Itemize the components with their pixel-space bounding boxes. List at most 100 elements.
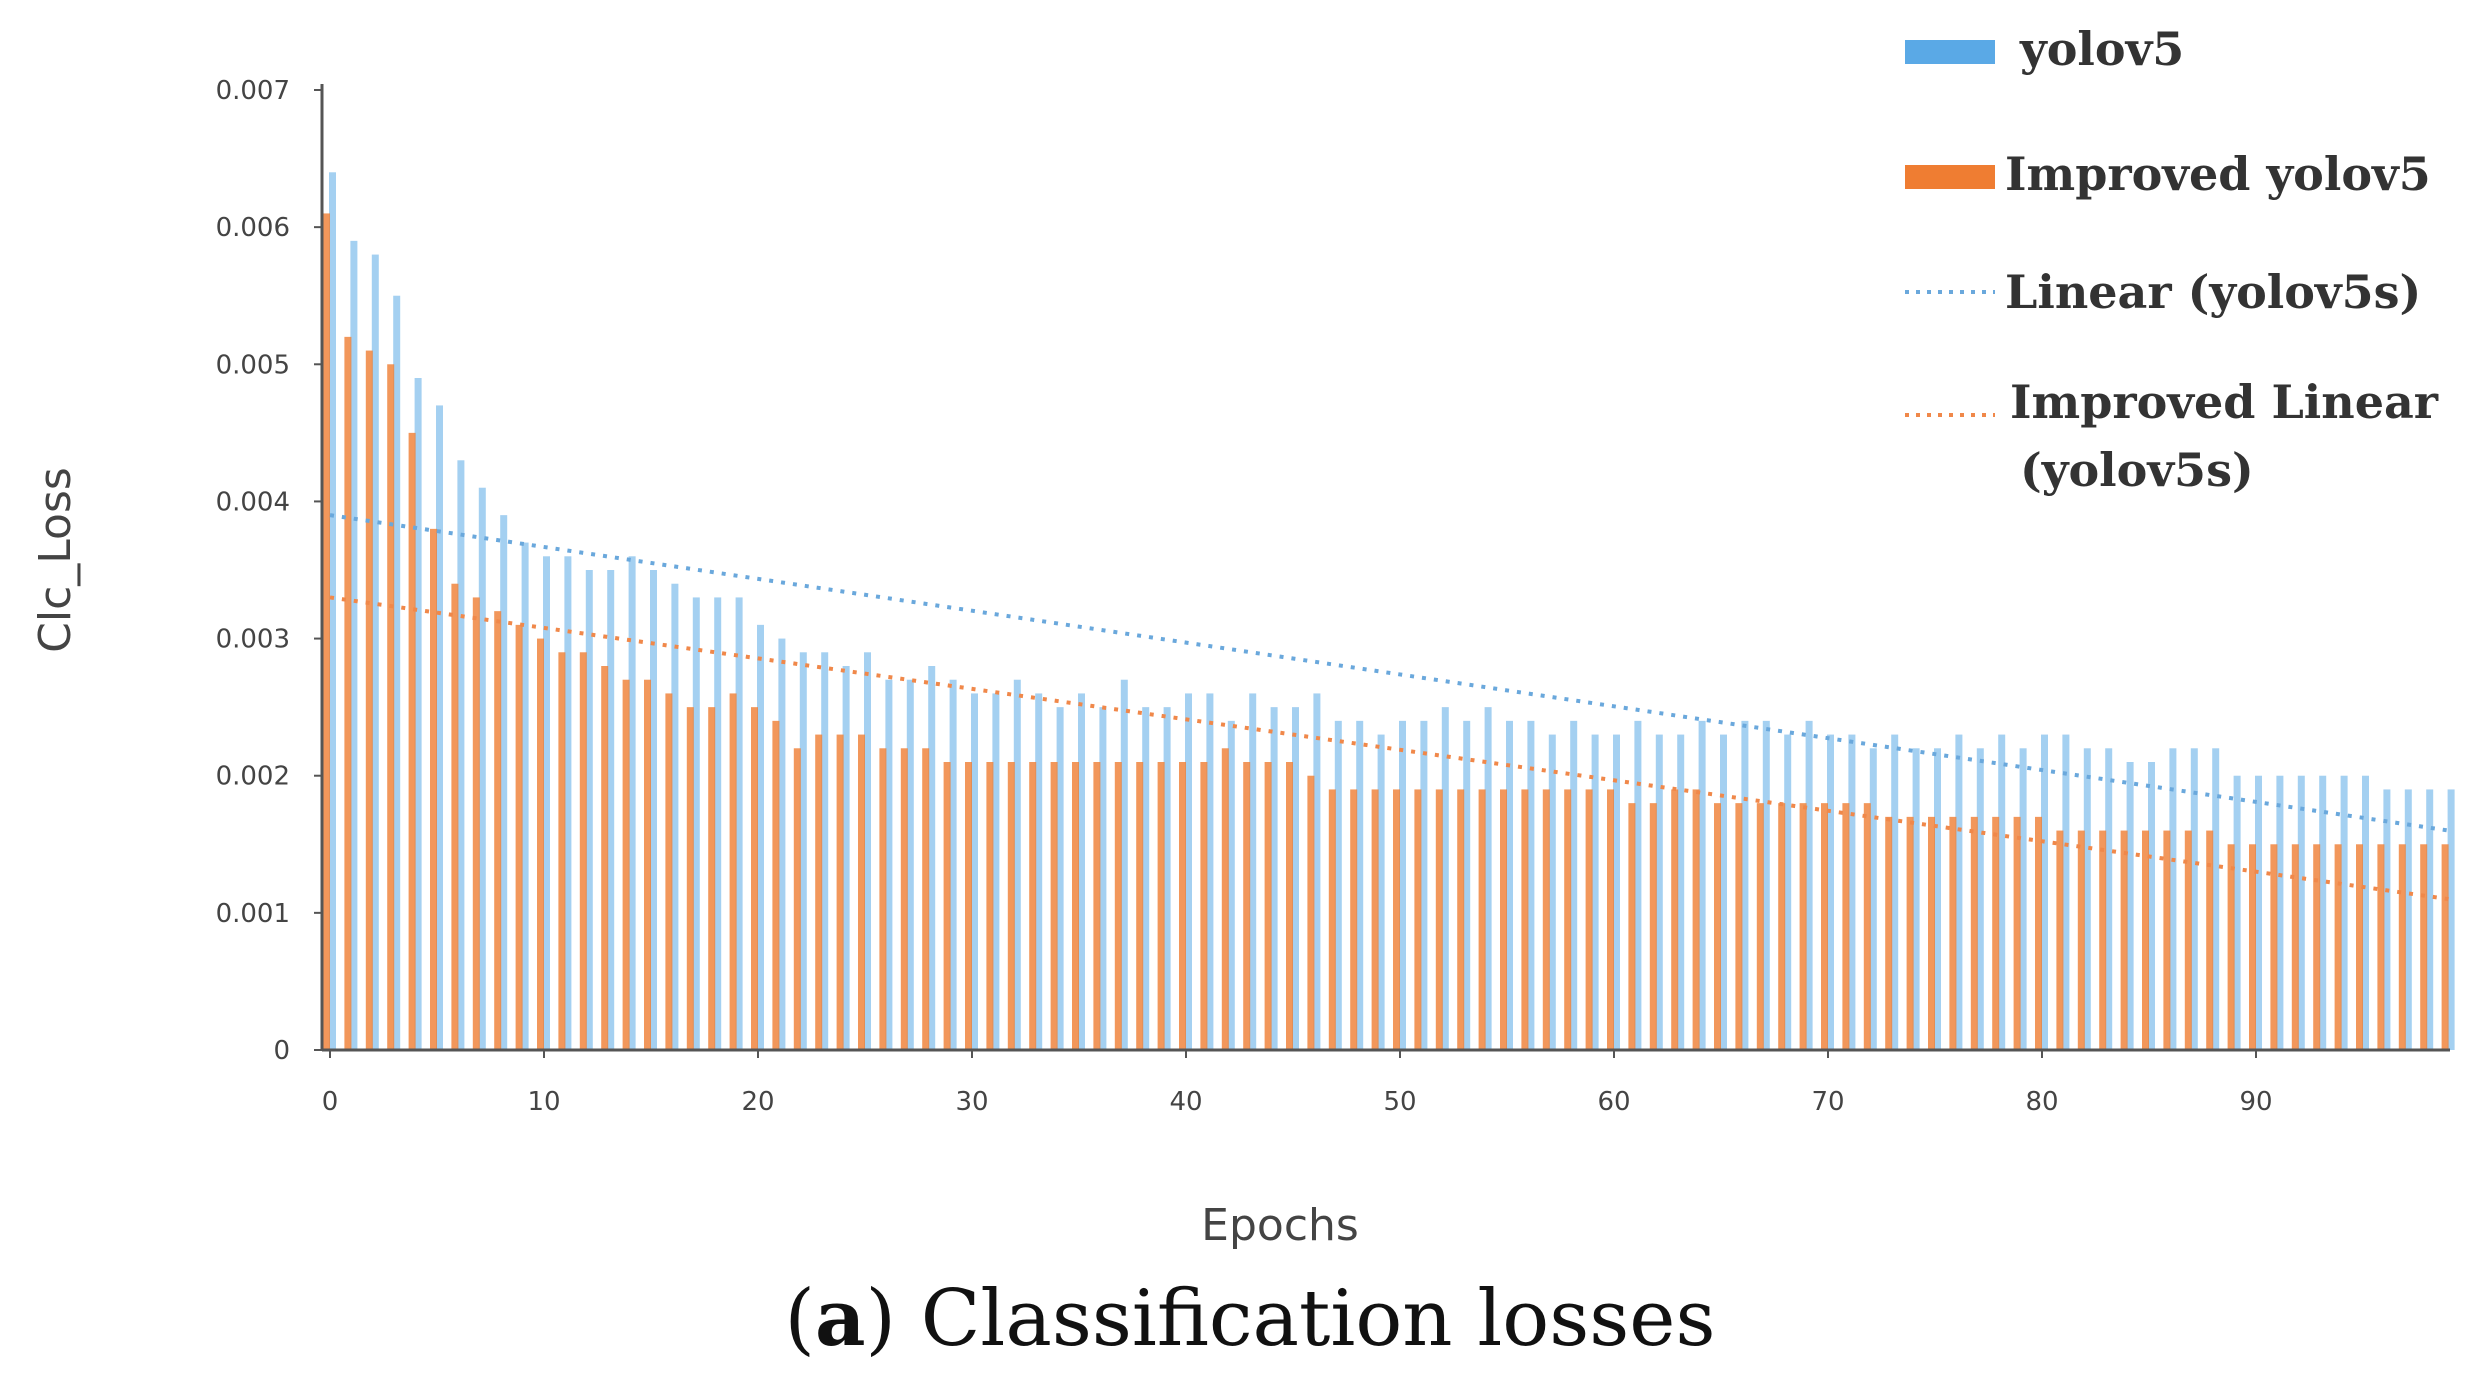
bar-yolov5-28 (928, 666, 936, 1050)
legend-label-improved-linear-line1: Improved Linear (2010, 375, 2439, 429)
yolov5-bar-series (329, 172, 2455, 1051)
bar-improved-yolov5-24 (836, 734, 844, 1050)
bar-yolov5-64 (1698, 720, 1706, 1050)
bar-improved-yolov5-90 (2249, 844, 2256, 1050)
legend-label-improved-yolov5: Improved yolov5 (2005, 147, 2431, 201)
bar-improved-yolov5-75 (1928, 816, 1935, 1050)
bar-improved-yolov5-94 (2334, 844, 2342, 1050)
bar-yolov5-99 (2447, 789, 2455, 1050)
bar-improved-yolov5-14 (622, 679, 630, 1050)
bar-yolov5-8 (500, 515, 508, 1050)
y-tick-label-6: 0.006 (216, 213, 290, 243)
bar-yolov5-38 (1142, 707, 1150, 1050)
bar-yolov5-26 (885, 679, 893, 1050)
bar-yolov5-32 (1013, 679, 1021, 1050)
bar-improved-yolov5-31 (986, 762, 994, 1050)
bar-yolov5-41 (1206, 693, 1214, 1050)
bar-improved-yolov5-8 (494, 611, 502, 1050)
bar-yolov5-78 (1998, 734, 2006, 1050)
bar-improved-yolov5-1 (344, 336, 352, 1050)
bar-improved-yolov5-34 (1050, 762, 1058, 1050)
bar-yolov5-2 (371, 254, 379, 1051)
bar-yolov5-15 (650, 570, 657, 1050)
trendline-linear (329, 513, 2449, 833)
y-tick-label-1: 0.001 (216, 899, 290, 929)
bar-improved-yolov5-25 (858, 734, 865, 1050)
bar-improved-yolov5-99 (2441, 844, 2449, 1050)
bar-yolov5-97 (2404, 789, 2412, 1050)
y-tick-group: 0 0.001 0.002 0.003 0.004 0.005 0.006 0.007 (216, 76, 322, 1066)
bar-improved-yolov5-33 (1029, 762, 1037, 1050)
bar-improved-yolov5-29 (943, 762, 951, 1050)
bar-improved-yolov5-68 (1778, 803, 1786, 1050)
bar-yolov5-50 (1399, 720, 1406, 1050)
bar-yolov5-18 (714, 597, 722, 1050)
bar-improved-yolov5-72 (1863, 803, 1871, 1050)
bar-improved-yolov5-15 (644, 679, 651, 1050)
bar-yolov5-61 (1634, 720, 1642, 1050)
bar-yolov5-58 (1570, 720, 1578, 1050)
bar-improved-yolov5-28 (922, 748, 930, 1050)
bar-yolov5-25 (864, 652, 871, 1050)
bar-yolov5-3 (393, 295, 401, 1050)
bar-improved-yolov5-19 (729, 693, 737, 1050)
legend-label-improved-linear-line2: (yolov5s) (2020, 443, 2254, 497)
bar-yolov5-67 (1762, 720, 1770, 1050)
bar-yolov5-9 (521, 542, 529, 1050)
bar-yolov5-84 (2126, 762, 2134, 1050)
y-tick-label-2: 0.002 (216, 762, 290, 792)
bar-yolov5-45 (1292, 707, 1299, 1050)
bar-improved-yolov5-12 (579, 652, 587, 1050)
bar-yolov5-48 (1356, 720, 1364, 1050)
y-tick-label-3: 0.003 (216, 625, 290, 655)
bar-improved-yolov5-80 (2035, 816, 2042, 1050)
bar-improved-yolov5-58 (1564, 789, 1572, 1050)
bar-improved-yolov5-38 (1136, 762, 1144, 1050)
bar-improved-yolov5-81 (2056, 830, 2064, 1050)
bar-yolov5-39 (1163, 707, 1171, 1050)
bar-improved-yolov5-50 (1393, 789, 1400, 1050)
bar-improved-yolov5-16 (665, 693, 673, 1050)
bar-improved-yolov5-66 (1735, 803, 1743, 1050)
bar-improved-yolov5-92 (2291, 844, 2299, 1050)
caption-open-paren: ( (785, 1274, 815, 1364)
bar-improved-yolov5-20 (751, 707, 758, 1050)
bar-yolov5-51 (1420, 720, 1428, 1050)
x-tick-label-9: 90 (2239, 1087, 2272, 1117)
bar-improved-yolov5-53 (1457, 789, 1465, 1050)
bar-yolov5-52 (1441, 707, 1449, 1050)
bar-yolov5-87 (2190, 748, 2198, 1050)
bar-improved-yolov5-59 (1585, 789, 1593, 1050)
bar-improved-yolov5-77 (1970, 816, 1978, 1050)
bar-yolov5-17 (692, 597, 700, 1050)
bar-yolov5-93 (2319, 775, 2327, 1050)
bar-yolov5-37 (1120, 679, 1128, 1050)
bar-yolov5-66 (1741, 720, 1749, 1050)
bar-yolov5-70 (1827, 734, 1834, 1050)
bar-improved-yolov5-84 (2120, 830, 2128, 1050)
bar-improved-yolov5-55 (1500, 789, 1507, 1050)
bar-improved-yolov5-7 (472, 597, 480, 1050)
bar-improved-yolov5-61 (1628, 803, 1636, 1050)
bar-yolov5-1 (350, 240, 358, 1050)
bar-yolov5-60 (1613, 734, 1620, 1050)
bar-improved-yolov5-54 (1478, 789, 1486, 1050)
bar-yolov5-7 (478, 487, 486, 1050)
caption-text: ) Classification losses (865, 1274, 1715, 1364)
bar-improved-yolov5-10 (537, 638, 544, 1050)
bar-yolov5-10 (543, 556, 550, 1050)
bar-yolov5-20 (757, 624, 764, 1050)
bar-yolov5-88 (2212, 748, 2220, 1050)
bar-improved-yolov5-21 (772, 720, 780, 1050)
bar-yolov5-76 (1955, 734, 1963, 1050)
bar-improved-yolov5-69 (1799, 803, 1807, 1050)
bar-yolov5-81 (2062, 734, 2070, 1050)
bar-yolov5-63 (1677, 734, 1685, 1050)
bar-improved-yolov5-43 (1243, 762, 1251, 1050)
bar-yolov5-54 (1484, 707, 1492, 1050)
y-tick-label-7: 0.007 (216, 76, 290, 106)
bar-improved-yolov5-73 (1885, 816, 1893, 1050)
bar-improved-yolov5-56 (1521, 789, 1529, 1050)
